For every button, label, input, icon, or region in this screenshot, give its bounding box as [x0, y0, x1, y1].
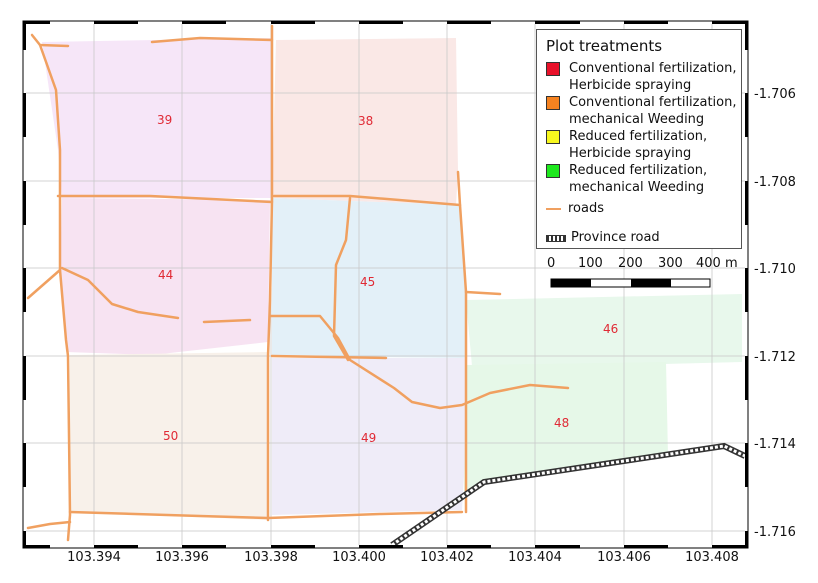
x-tick-label: 103.400	[332, 550, 386, 565]
roads-layer	[26, 24, 570, 542]
road	[456, 170, 462, 207]
plot-49-area	[272, 358, 466, 515]
y-tick-label: -1.714	[754, 437, 796, 452]
plot-39-area	[42, 38, 272, 198]
legend-item-reduced-herbicide: Reduced fertilization, Herbicide sprayin…	[546, 128, 707, 162]
scale-label-300: 300	[658, 256, 683, 271]
legend-item-conventional-weeding: Conventional fertilization, mechanical W…	[546, 94, 737, 128]
road	[266, 24, 274, 522]
legend-swatch-green	[546, 164, 560, 178]
legend-title: Plot treatments	[546, 37, 663, 55]
plot-label-45: 45	[360, 275, 375, 289]
road	[150, 36, 274, 44]
plot-labels: 39 38 44 45 46 50 49 48	[157, 113, 618, 445]
scale-label-0: 0	[547, 256, 556, 271]
y-axis-labels: -1.706 -1.708 -1.710 -1.712 -1.714 -1.71…	[754, 87, 796, 540]
plot-label-46: 46	[603, 322, 618, 336]
legend-swatch-red	[546, 62, 560, 76]
road	[270, 354, 388, 360]
y-tick-label: -1.710	[754, 262, 796, 277]
road	[60, 266, 180, 320]
plot-38-area	[272, 38, 458, 205]
legend-item-conventional-herbicide: Conventional fertilization, Herbicide sp…	[546, 60, 737, 94]
x-tick-label: 103.406	[597, 550, 651, 565]
province-road	[390, 442, 747, 548]
legend-item-text: Reduced fertilization, mechanical Weedin…	[569, 163, 708, 195]
x-axis-labels: 103.394 103.396 103.398 103.400 103.402 …	[67, 550, 739, 565]
road	[56, 194, 274, 204]
legend-item-text: Reduced fertilization, Herbicide sprayin…	[569, 129, 708, 161]
road	[202, 318, 252, 324]
map-frame	[22, 20, 749, 549]
legend: Plot treatments Conventional fertilizati…	[536, 29, 742, 249]
legend-swatch-yellow	[546, 130, 560, 144]
y-tick-label: -1.716	[754, 525, 796, 540]
plot-label-50: 50	[163, 429, 178, 443]
legend-item-roads: roads	[546, 200, 604, 217]
legend-province-road-line	[546, 235, 566, 242]
y-tick-label: -1.708	[754, 175, 796, 190]
plot-label-48: 48	[554, 416, 569, 430]
road	[68, 510, 464, 520]
frame-border-ticks	[23, 21, 748, 548]
scale-bar	[550, 278, 711, 288]
road	[268, 314, 570, 410]
legend-road-line	[546, 208, 561, 210]
y-tick-label: -1.712	[754, 350, 796, 365]
scale-label-200: 200	[618, 256, 643, 271]
plot-50-area	[70, 352, 268, 520]
x-tick-label: 103.404	[508, 550, 562, 565]
road	[38, 43, 72, 542]
x-tick-label: 103.398	[244, 550, 298, 565]
x-tick-label: 103.396	[155, 550, 209, 565]
scale-label-100: 100	[578, 256, 603, 271]
x-tick-label: 103.408	[685, 550, 739, 565]
road	[464, 290, 502, 296]
legend-item-text: Conventional fertilization, Herbicide sp…	[569, 61, 737, 93]
x-tick-label: 103.394	[67, 550, 121, 565]
road	[26, 520, 72, 530]
y-tick-label: -1.706	[754, 87, 796, 102]
plot-label-39: 39	[157, 113, 172, 127]
plot-44-area	[60, 198, 270, 355]
legend-item-text: Conventional fertilization, mechanical W…	[569, 95, 737, 127]
road	[26, 268, 62, 300]
road	[332, 196, 352, 362]
x-tick-label: 103.402	[420, 550, 474, 565]
plot-label-38: 38	[358, 114, 373, 128]
plot-label-49: 49	[361, 431, 376, 445]
plots-layer	[42, 38, 742, 520]
plot-label-44: 44	[158, 268, 173, 282]
legend-item-reduced-weeding: Reduced fertilization, mechanical Weedin…	[546, 162, 707, 196]
scale-label-400: 400 m	[696, 256, 738, 271]
legend-swatch-orange	[546, 96, 560, 110]
legend-item-province-road: Province road	[546, 229, 660, 246]
